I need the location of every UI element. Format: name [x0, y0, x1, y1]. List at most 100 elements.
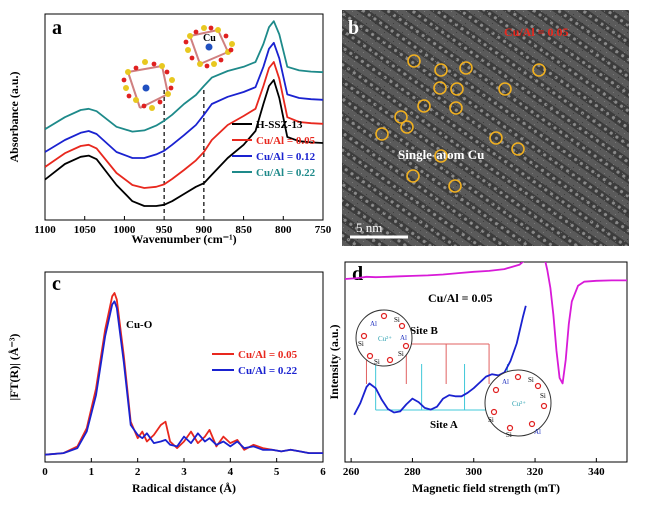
- single-atom-marker: [450, 82, 464, 96]
- panel-c-ylabel: |FT(R)| (Å⁻³): [7, 334, 21, 401]
- x-tick-label: 1100: [34, 224, 56, 236]
- series-line: [345, 262, 627, 385]
- panel-a-inset-cu-label: Cu: [203, 33, 216, 44]
- panel-c-series: [45, 292, 323, 456]
- series-line: [45, 61, 323, 189]
- panel-c-legend: Cu/Al = 0.05 Cu/Al = 0.22: [212, 349, 298, 377]
- legend-label-cual-005: Cu/Al = 0.05: [238, 349, 298, 361]
- svg-text:Al: Al: [534, 428, 541, 436]
- panel-a-x-ticks: 1100 1050 1000 950 900 850 800 750: [34, 216, 332, 236]
- x-tick-label: 2: [135, 466, 141, 478]
- series-line: [45, 41, 323, 159]
- copper-ion-label: Cu²⁺: [512, 400, 526, 408]
- panel-b-scale-bar-label: 5 nm: [356, 220, 382, 235]
- single-atom-marker: [406, 169, 420, 183]
- panel-d-letter: d: [352, 263, 363, 285]
- svg-text:Al: Al: [400, 334, 407, 342]
- panel-d-site-a-label: Site A: [430, 419, 458, 431]
- panel-a-legend: H-SSZ-13 Cu/Al = 0.05 Cu/Al = 0.12 Cu/Al…: [232, 119, 316, 179]
- panel-a: a 1100 1050 1000 950 900 850 800 750 Wavenumber…: [7, 13, 332, 246]
- x-tick-label: 300: [465, 466, 482, 478]
- x-tick-label: 800: [275, 224, 292, 236]
- panel-d: d 260 280 300 320 340 Magnetic field strengt…: [327, 261, 628, 495]
- single-atom-marker: [394, 110, 408, 124]
- panel-a-inset-cluster-left: [121, 59, 175, 111]
- single-atom-marker: [433, 81, 447, 95]
- panel-d-site-a-ring: Al Si Si Al Si Si Cu²⁺: [484, 369, 552, 439]
- single-atom-marker: [489, 131, 503, 145]
- single-atom-marker: [511, 142, 525, 156]
- panel-a-ylabel: Absorbance (a.u.): [7, 71, 21, 162]
- single-atom-marker: [417, 99, 431, 113]
- x-tick-label: 4: [228, 466, 234, 478]
- x-tick-label: 5: [274, 466, 280, 478]
- single-atom-marker: [434, 63, 448, 77]
- x-tick-label: 950: [156, 224, 173, 236]
- single-atom-marker: [407, 54, 421, 68]
- legend-label-cual-012: Cu/Al = 0.12: [256, 151, 316, 163]
- panel-d-site-b-ring: Al Si Al Si Si Si Cu²⁺: [355, 309, 413, 367]
- single-atom-marker: [459, 61, 473, 75]
- panel-d-ylabel: Intensity (a.u.): [327, 324, 341, 399]
- svg-text:Si: Si: [488, 416, 494, 424]
- legend-label-cual-022: Cu/Al = 0.22: [256, 167, 316, 179]
- panel-b-single-atom-label: Single-atom Cu: [398, 147, 484, 162]
- copper-atom-icon: [205, 43, 213, 51]
- single-atom-marker: [532, 63, 546, 77]
- panel-d-xlabel: Magnetic field strength (mT): [412, 481, 560, 495]
- panel-d-series: [345, 262, 627, 416]
- panel-c-letter: c: [52, 273, 61, 295]
- svg-text:Si: Si: [506, 431, 512, 439]
- legend-label-cual-005: Cu/Al = 0.05: [256, 135, 316, 147]
- single-atom-marker: [498, 82, 512, 96]
- panel-a-letter: a: [52, 17, 62, 39]
- x-tick-label: 3: [181, 466, 187, 478]
- panel-a-inset-cluster-right: Cu: [183, 25, 235, 69]
- svg-text:Si: Si: [540, 392, 546, 400]
- svg-text:Al: Al: [370, 320, 377, 328]
- panel-b-letter: b: [348, 17, 359, 39]
- x-tick-label: 1000: [113, 224, 136, 236]
- svg-text:Si: Si: [528, 376, 534, 384]
- copper-atom-icon: [142, 84, 150, 92]
- svg-text:Si: Si: [358, 340, 364, 348]
- series-line: [45, 300, 323, 456]
- single-atom-marker: [400, 120, 414, 134]
- svg-text:Al: Al: [502, 378, 509, 386]
- legend-label-h-ssz-13: H-SSZ-13: [256, 119, 303, 131]
- x-tick-label: 320: [527, 466, 544, 478]
- x-tick-label: 850: [235, 224, 252, 236]
- x-tick-label: 260: [343, 466, 360, 478]
- single-atom-marker: [449, 101, 463, 115]
- panel-a-xlabel: Wavenumber (cm⁻¹): [131, 232, 236, 246]
- panel-d-site-b-label: Site B: [410, 325, 438, 337]
- x-tick-label: 1050: [74, 224, 97, 236]
- svg-text:Si: Si: [374, 358, 380, 366]
- copper-ion-label: Cu²⁺: [378, 335, 392, 343]
- panel-c-x-ticks: 0 1 2 3 4 5 6: [42, 458, 326, 478]
- panel-b-atom-markers: [375, 54, 546, 193]
- x-tick-label: 0: [42, 466, 48, 478]
- series-line: [45, 292, 323, 456]
- panel-c-peak-annotation: Cu-O: [126, 319, 153, 331]
- x-tick-label: 6: [320, 466, 326, 478]
- series-line: [353, 305, 527, 416]
- x-tick-label: 900: [196, 224, 213, 236]
- panel-d-ratio-label: Cu/Al = 0.05: [428, 291, 493, 305]
- panel-d-x-ticks: 260 280 300 320 340: [343, 458, 605, 478]
- single-atom-marker: [434, 149, 448, 163]
- x-tick-label: 340: [588, 466, 605, 478]
- panel-a-series: [45, 20, 323, 207]
- panel-b-ratio-label: Cu/Al = 0.05: [504, 25, 569, 39]
- x-tick-label: 280: [404, 466, 421, 478]
- x-tick-label: 750: [315, 224, 332, 236]
- single-atom-marker: [375, 127, 389, 141]
- series-line: [45, 79, 323, 207]
- series-line: [45, 20, 323, 133]
- panel-c: c 0 1 2 3 4 5 6 Radical distance (Å) |FT(R)| (…: [7, 271, 326, 495]
- svg-text:Si: Si: [398, 350, 404, 358]
- x-tick-label: 1: [89, 466, 95, 478]
- panel-d-frame: [344, 261, 628, 463]
